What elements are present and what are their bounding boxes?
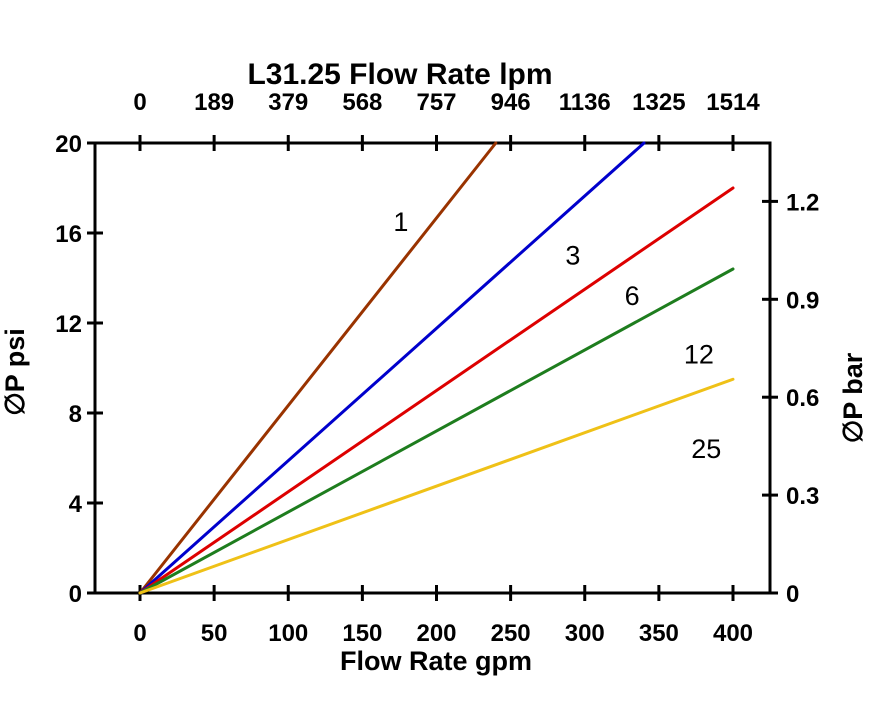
x-tick-label-gpm: 200 [416, 620, 456, 647]
x-tick-label-lpm: 189 [194, 89, 234, 116]
series-label-25: 25 [691, 434, 721, 464]
x-tick-label-lpm: 0 [133, 89, 146, 116]
chart-title: L31.25 Flow Rate lpm [247, 58, 552, 91]
series-line-1 [138, 141, 498, 595]
y-tick-label-bar: 0.6 [786, 385, 819, 412]
y-tick-label-psi: 20 [55, 131, 82, 158]
x-tick-label-lpm: 1514 [706, 89, 760, 116]
chart-generated-layer: 0050189100379150568200757250946300113635… [55, 89, 819, 647]
series-line-25 [138, 377, 735, 595]
x-tick-label-gpm: 50 [201, 620, 228, 647]
x-tick-label-gpm: 250 [491, 620, 531, 647]
plot-frame [93, 141, 772, 595]
y-tick-label-bar: 0 [786, 581, 799, 608]
x-tick-label-gpm: 100 [268, 620, 308, 647]
x-axis-title: Flow Rate gpm [340, 646, 532, 676]
y-tick-label-psi: 0 [69, 581, 82, 608]
y-tick-label-psi: 4 [69, 491, 83, 518]
y-tick-label-bar: 1.2 [786, 189, 819, 216]
series-label-1: 1 [393, 207, 408, 237]
x-tick-label-gpm: 300 [565, 620, 605, 647]
series-label-12: 12 [684, 340, 714, 370]
x-tick-label-gpm: 400 [713, 620, 753, 647]
x-tick-label-lpm: 946 [491, 89, 531, 116]
series-line-6 [138, 186, 735, 595]
x-tick-label-lpm: 568 [342, 89, 382, 116]
x-tick-label-gpm: 350 [639, 620, 679, 647]
y-tick-label-psi: 8 [69, 401, 82, 428]
x-tick-label-lpm: 379 [268, 89, 308, 116]
y-tick-label-bar: 0.9 [786, 287, 819, 314]
x-tick-label-lpm: 1136 [559, 89, 611, 116]
x-tick-label-lpm: 1325 [632, 89, 685, 116]
series-label-6: 6 [625, 281, 640, 311]
x-tick-label-gpm: 150 [342, 620, 382, 647]
series-label-3: 3 [565, 241, 580, 271]
x-tick-label-gpm: 0 [133, 620, 146, 647]
y-tick-label-psi: 16 [55, 221, 82, 248]
x-tick-label-lpm: 757 [416, 89, 456, 116]
series-line-12 [138, 267, 735, 595]
y-axis-title-right: ∅P bar [838, 352, 868, 443]
y-axis-title-left: ∅P psi [0, 328, 30, 416]
y-tick-label-bar: 0.3 [786, 483, 819, 510]
y-tick-label-psi: 12 [55, 311, 82, 338]
series-line-3 [138, 141, 646, 595]
